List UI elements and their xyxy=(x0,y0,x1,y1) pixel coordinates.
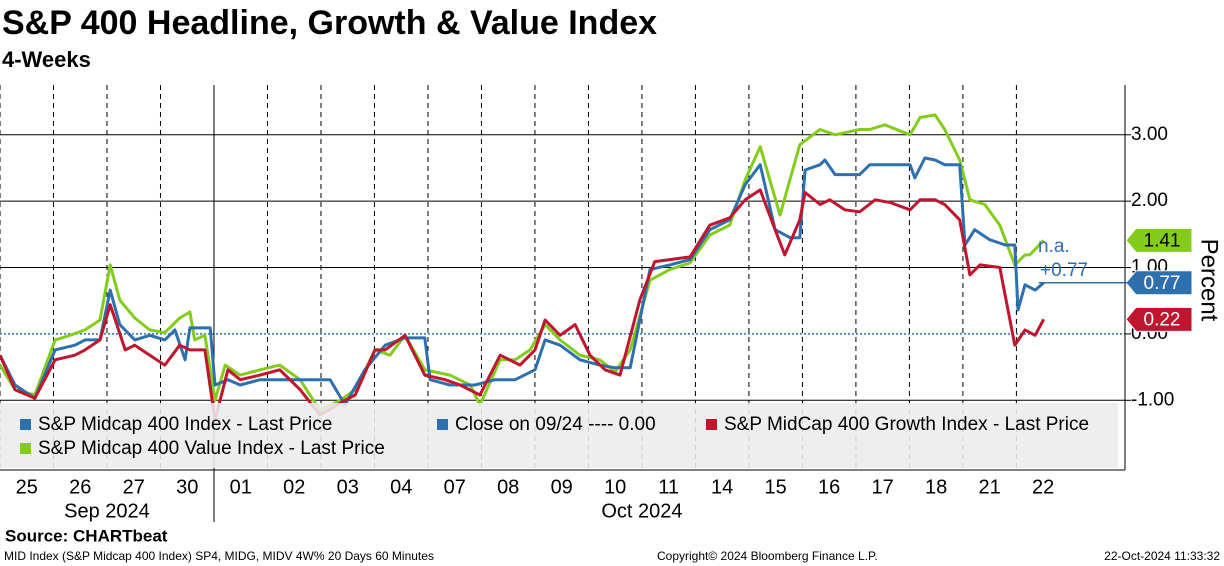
y-tick-label: -1.00 xyxy=(1131,389,1174,410)
last-value-label: 0.22 xyxy=(1144,309,1181,330)
y-axis-label: Percent xyxy=(1196,239,1223,322)
x-tick-label: 01 xyxy=(230,476,252,498)
x-tick-label: 09 xyxy=(551,476,573,498)
series-line xyxy=(0,156,1045,407)
annotation: n.a. xyxy=(1038,236,1070,257)
x-group-label: Sep 2024 xyxy=(64,500,150,522)
x-tick-label: 16 xyxy=(818,476,840,498)
legend-swatch xyxy=(20,443,31,454)
x-group-label: Oct 2024 xyxy=(601,500,682,522)
chart-title: S&P 400 Headline, Growth & Value Index xyxy=(2,4,657,42)
x-tick-label: 04 xyxy=(390,476,412,498)
annotation: +0.77 xyxy=(1040,260,1088,281)
legend-label: S&P MidCap 400 Growth Index - Last Price xyxy=(724,414,1089,435)
x-tick-label: 03 xyxy=(337,476,359,498)
y-tick-label: 3.00 xyxy=(1131,124,1168,145)
legend-swatch xyxy=(20,419,31,430)
x-tick-label: 08 xyxy=(497,476,519,498)
footer-center: Copyright© 2024 Bloomberg Finance L.P. xyxy=(657,549,878,563)
x-tick-label: 25 xyxy=(16,476,38,498)
x-tick-label: 27 xyxy=(123,476,145,498)
last-value-box xyxy=(1125,227,1193,253)
chart-subtitle: 4-Weeks xyxy=(2,47,91,72)
x-tick-label: 22 xyxy=(1032,476,1054,498)
legend-box xyxy=(0,403,1118,468)
x-tick-label: 11 xyxy=(658,476,679,498)
legend-label: S&P Midcap 400 Index - Last Price xyxy=(38,414,332,435)
last-value-box xyxy=(1125,306,1193,332)
x-tick-label: 07 xyxy=(444,476,466,498)
x-tick-label: 14 xyxy=(711,476,733,498)
footer-left: MID Index (S&P Midcap 400 Index) SP4, MI… xyxy=(4,549,434,563)
x-tick-label: 17 xyxy=(872,476,894,498)
x-tick-label: 21 xyxy=(979,476,1001,498)
legend-label: S&P Midcap 400 Value Index - Last Price xyxy=(38,438,385,459)
last-value-box xyxy=(1125,270,1193,296)
x-tick-label: 26 xyxy=(69,476,91,498)
x-tick-label: 18 xyxy=(925,476,947,498)
x-tick-label: 30 xyxy=(176,476,198,498)
last-value-label: 1.41 xyxy=(1144,230,1181,251)
x-tick-label: 02 xyxy=(283,476,305,498)
series-line xyxy=(0,113,1045,412)
footer-right: 22-Oct-2024 11:33:32 xyxy=(1104,549,1220,563)
legend-label: Close on 09/24 ---- 0.00 xyxy=(455,414,656,435)
x-tick-label: 10 xyxy=(604,476,626,498)
x-tick-label: 15 xyxy=(765,476,787,498)
last-value-label: 0.77 xyxy=(1144,273,1181,294)
legend-swatch xyxy=(437,419,448,430)
legend-swatch xyxy=(706,419,717,430)
series-line xyxy=(0,188,1046,422)
source: Source: CHARTbeat xyxy=(5,526,168,545)
y-tick-label: 2.00 xyxy=(1131,190,1168,211)
